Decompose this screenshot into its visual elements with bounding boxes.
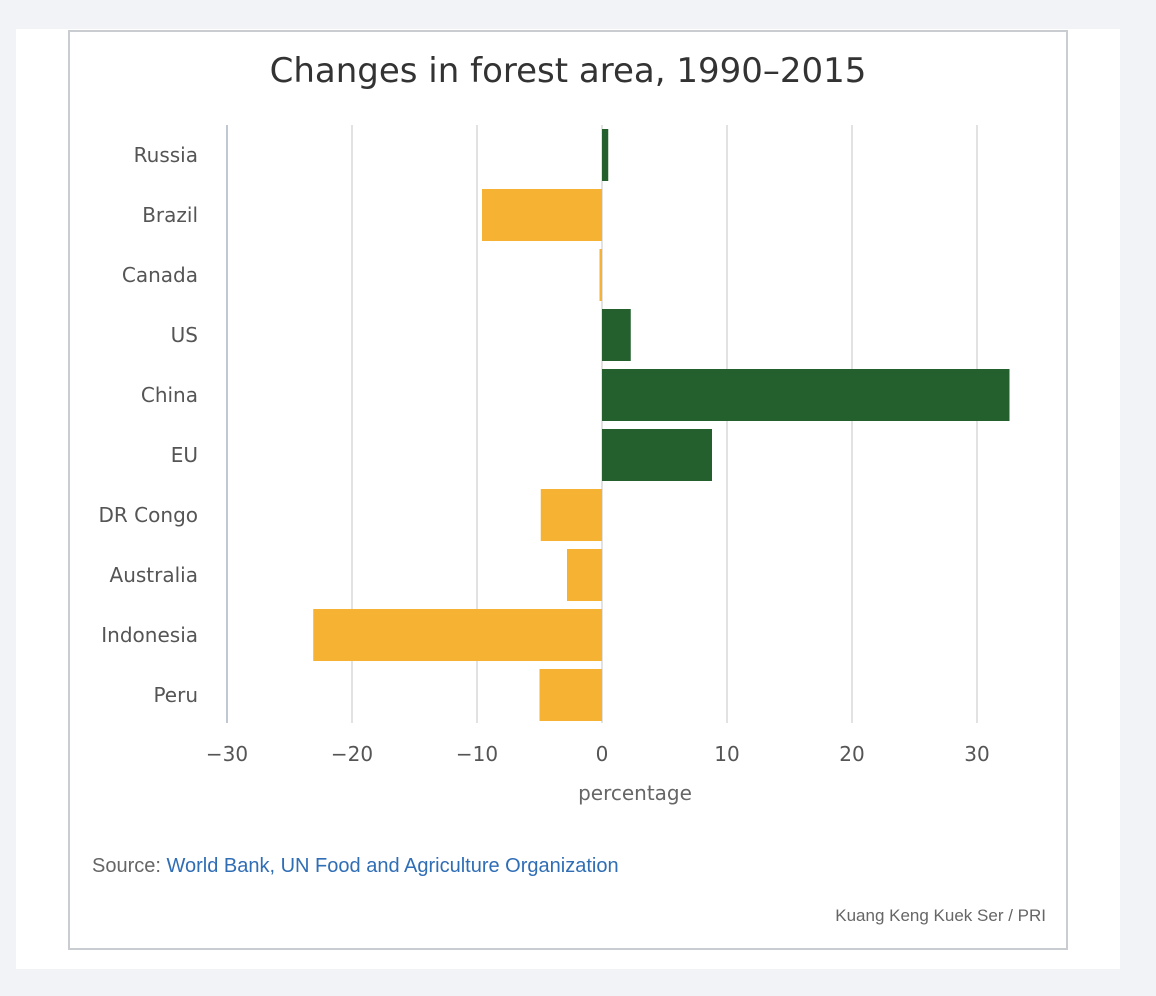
bar-dr-congo[interactable] bbox=[540, 489, 602, 541]
x-tick-label: 10 bbox=[714, 742, 739, 766]
category-label: Canada bbox=[122, 263, 198, 287]
credit-line: Kuang Keng Kuek Ser / PRI bbox=[835, 906, 1046, 925]
x-tick-labels: −30 −20 −10 0 10 20 30 bbox=[206, 742, 990, 766]
category-label: Russia bbox=[134, 143, 198, 167]
chart-title: Changes in forest area, 1990–2015 bbox=[270, 51, 867, 91]
bar-peru[interactable] bbox=[539, 669, 603, 721]
source-note: Source: World Bank, UN Food and Agricult… bbox=[92, 855, 619, 878]
category-label: DR Congo bbox=[99, 503, 198, 527]
bar-china[interactable] bbox=[602, 369, 1010, 421]
category-label: US bbox=[171, 323, 198, 347]
chart-frame: Changes in forest area, 1990–2015 Russia… bbox=[68, 30, 1068, 950]
category-label: Australia bbox=[110, 563, 198, 587]
x-tick-label: −20 bbox=[331, 742, 373, 766]
bar-us[interactable] bbox=[602, 309, 631, 361]
source-prefix: Source: bbox=[92, 855, 167, 877]
x-tick-label: 20 bbox=[839, 742, 864, 766]
category-label: Brazil bbox=[142, 203, 198, 227]
bar-canada[interactable] bbox=[599, 249, 603, 301]
bar-eu[interactable] bbox=[602, 429, 712, 481]
page: Changes in forest area, 1990–2015 Russia… bbox=[16, 29, 1120, 969]
x-tick-label: −10 bbox=[456, 742, 498, 766]
x-tick-label: −30 bbox=[206, 742, 248, 766]
bars bbox=[313, 129, 1010, 721]
category-label: Peru bbox=[153, 683, 198, 707]
category-label: EU bbox=[171, 443, 198, 467]
bar-indonesia[interactable] bbox=[313, 609, 602, 661]
x-tick-label: 30 bbox=[964, 742, 989, 766]
bar-brazil[interactable] bbox=[482, 189, 602, 241]
category-label: Indonesia bbox=[101, 623, 198, 647]
category-labels: Russia Brazil Canada US China EU DR Congo Austr… bbox=[99, 143, 198, 707]
bar-russia[interactable] bbox=[602, 129, 609, 181]
source-link[interactable]: World Bank, UN Food and Agriculture Orga… bbox=[166, 855, 619, 877]
x-axis-label: percentage bbox=[578, 781, 692, 805]
category-label: China bbox=[141, 383, 198, 407]
bar-australia[interactable] bbox=[567, 549, 602, 601]
x-tick-label: 0 bbox=[596, 742, 609, 766]
bar-chart: Changes in forest area, 1990–2015 Russia… bbox=[99, 51, 1010, 805]
